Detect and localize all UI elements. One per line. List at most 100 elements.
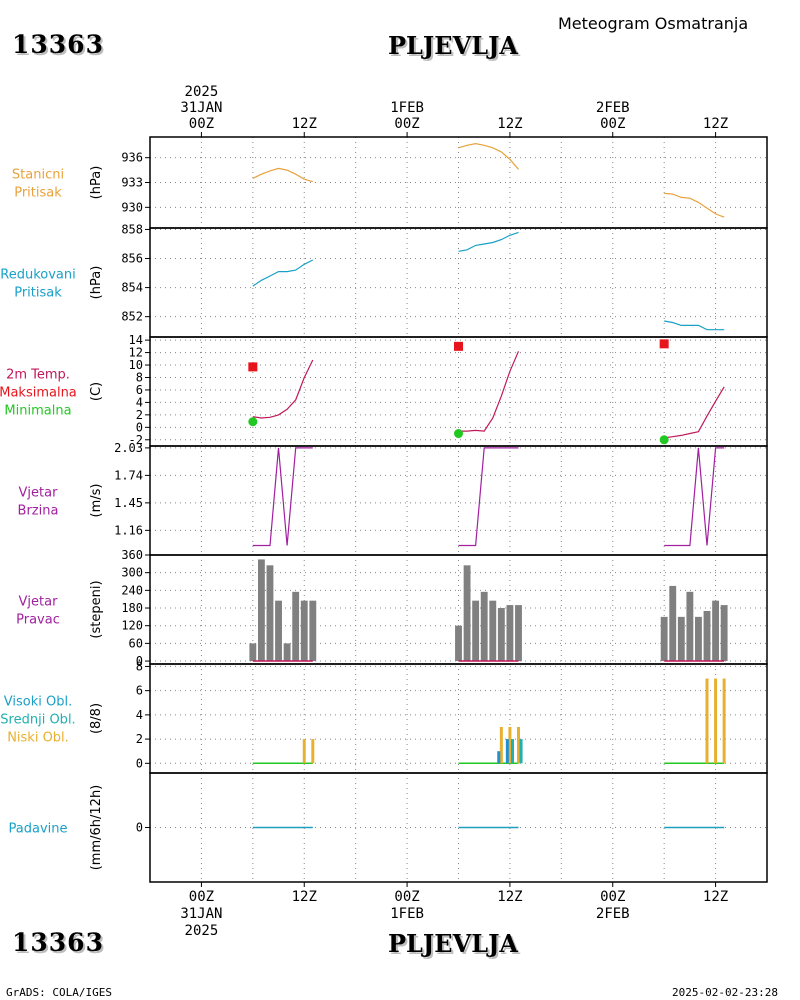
series-bar	[249, 643, 257, 662]
x-tick-label-top: 12Z	[703, 116, 728, 132]
series-bar	[515, 605, 522, 662]
series-bar	[266, 565, 274, 662]
series-bar	[508, 726, 512, 764]
series-line	[664, 386, 725, 439]
series-bar	[712, 600, 720, 662]
y-tick-label: 8	[136, 659, 143, 673]
series-line	[458, 351, 520, 432]
series-line	[252, 167, 313, 183]
x-tick-label-top: 31JAN	[180, 100, 222, 116]
series-line	[458, 231, 519, 252]
x-tick-label-top: 00Z	[600, 116, 625, 132]
series-bar	[703, 610, 711, 662]
x-tick-label-bottom: 12Z	[703, 889, 728, 905]
panel-label: Padavine	[9, 822, 68, 837]
series-bar	[720, 605, 728, 662]
y-tick-label: 1.74	[114, 468, 143, 482]
panel-label: Niski Obl.	[7, 731, 69, 746]
y-tick-label: 0	[136, 420, 143, 434]
panel-label: Vjetar	[19, 486, 59, 501]
panel-label: Maksimalna	[0, 386, 77, 401]
render-timestamp: 2025-02-02-23:28	[672, 986, 778, 999]
series-bar	[489, 600, 497, 662]
x-tick-label-bottom: 2025	[185, 923, 219, 939]
x-tick-label-top: 2025	[185, 84, 219, 100]
x-tick-label-bottom: 12Z	[497, 889, 522, 905]
tmax-marker	[659, 339, 669, 349]
series-bar	[677, 616, 685, 662]
y-tick-label: 2	[136, 732, 143, 746]
x-tick-label-bottom: 12Z	[292, 889, 317, 905]
panel-unit: (C)	[89, 382, 104, 401]
y-tick-label: 4	[136, 708, 143, 722]
series-bar	[669, 585, 677, 662]
y-tick-label: 933	[121, 176, 143, 190]
x-tick-label-top: 00Z	[189, 116, 214, 132]
panel-unit: (stepeni)	[89, 580, 104, 638]
panel-label: Pritisak	[14, 286, 62, 301]
x-tick-label-top: 1FEB	[390, 100, 424, 116]
panel-frame	[149, 227, 768, 338]
y-tick-label: 0	[136, 821, 143, 835]
series-bar	[505, 739, 509, 764]
series-bar	[455, 625, 462, 662]
x-tick-label-bottom: 31JAN	[180, 906, 222, 922]
y-tick-label: 856	[121, 252, 143, 266]
series-bar	[660, 616, 668, 662]
panel-label: Srednji Obl.	[0, 713, 75, 728]
y-tick-label: 180	[121, 601, 143, 615]
series-bar	[309, 600, 317, 662]
x-tick-label-bottom: 00Z	[600, 889, 625, 905]
panel-label: Vjetar	[19, 595, 59, 610]
series-bar	[311, 739, 315, 764]
series-line	[664, 320, 725, 331]
series-line	[664, 192, 725, 218]
x-tick-label-bottom: 1FEB	[390, 906, 424, 922]
station-id-top: 13363	[12, 30, 104, 59]
x-tick-label-bottom: 2FEB	[596, 906, 630, 922]
panel-label: Minimalna	[4, 404, 71, 419]
series-bar	[722, 678, 726, 764]
panel-label: Visoki Obl.	[4, 695, 72, 710]
panel-label: Brzina	[18, 504, 59, 519]
panel-label: Stanicni	[12, 168, 64, 183]
tmax-marker	[454, 341, 463, 351]
series-line	[252, 359, 314, 419]
series-bar	[283, 643, 291, 662]
meteogram-title: Meteogram Osmatranja	[558, 14, 749, 33]
tmax-marker	[248, 362, 258, 372]
series-bar	[519, 739, 523, 764]
y-tick-label: 0	[136, 756, 143, 770]
station-name-top: PLJEVLJA	[388, 31, 519, 60]
y-tick-label: 2.03	[114, 441, 143, 455]
series-bar	[695, 616, 702, 662]
y-tick-label: 930	[121, 200, 143, 214]
series-line	[664, 447, 725, 547]
y-tick-label: 120	[121, 619, 143, 633]
series-line	[458, 447, 519, 547]
panel-unit: (mm/6h/12h)	[89, 785, 104, 871]
series-bar	[480, 591, 488, 662]
grads-credit: GrADS: COLA/IGES	[6, 986, 112, 999]
series-bar	[497, 751, 501, 764]
y-tick-label: 2	[136, 408, 143, 422]
y-tick-label: 10	[129, 358, 143, 372]
y-tick-label: 6	[136, 684, 143, 698]
series-bar	[275, 600, 282, 662]
y-tick-label: 852	[121, 310, 143, 324]
series-line	[252, 259, 314, 287]
panel-unit: (hPa)	[89, 266, 104, 300]
y-tick-label: 6	[136, 383, 143, 397]
series-bar	[292, 591, 300, 662]
y-tick-label: 1.16	[114, 523, 143, 537]
series-bar	[257, 559, 265, 662]
series-bar	[302, 739, 306, 764]
y-tick-label: 858	[121, 222, 143, 236]
panel-frame	[149, 772, 768, 883]
y-tick-label: -2	[129, 433, 143, 447]
x-tick-label-top: 12Z	[292, 116, 317, 132]
x-tick-label-top: 2FEB	[596, 100, 630, 116]
x-tick-label-top: 00Z	[394, 116, 419, 132]
series-line	[252, 447, 313, 547]
